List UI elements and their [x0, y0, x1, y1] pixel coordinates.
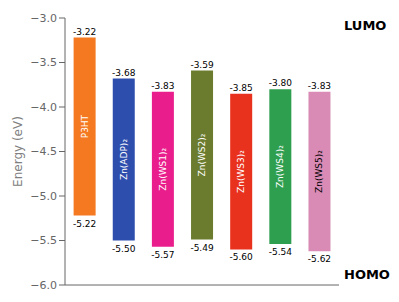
svg-text:Energy (eV): Energy (eV)	[11, 116, 25, 187]
svg-text:Zn(WS5)₂: Zn(WS5)₂	[314, 150, 324, 193]
svg-text:−3.0: −3.0	[30, 12, 57, 25]
svg-text:−5.0: −5.0	[30, 190, 57, 203]
svg-text:-3.68: -3.68	[112, 68, 136, 78]
svg-text:Zn(WS1)₂: Zn(WS1)₂	[158, 147, 168, 190]
svg-text:Zn(WS4)₂: Zn(WS4)₂	[275, 145, 285, 188]
svg-text:−5.5: −5.5	[30, 234, 57, 247]
svg-text:-5.57: -5.57	[151, 250, 174, 260]
svg-text:−6.0: −6.0	[30, 279, 57, 292]
svg-text:-5.50: -5.50	[112, 244, 136, 254]
svg-text:-5.49: -5.49	[190, 243, 214, 253]
svg-text:-5.22: -5.22	[73, 219, 96, 229]
svg-text:−4.0: −4.0	[30, 101, 57, 114]
svg-text:-3.59: -3.59	[190, 60, 214, 70]
svg-text:Zn(ADP)₂: Zn(ADP)₂	[119, 139, 129, 180]
svg-text:−3.5: −3.5	[30, 56, 57, 69]
svg-text:-3.85: -3.85	[230, 83, 253, 93]
svg-text:-5.60: -5.60	[230, 252, 254, 262]
svg-text:Zn(WS3)₂: Zn(WS3)₂	[236, 150, 246, 193]
svg-text:-3.83: -3.83	[308, 81, 331, 91]
svg-text:-5.54: -5.54	[269, 247, 293, 257]
html-text:LUMO: LUMO	[344, 18, 387, 33]
svg-text:P3HT: P3HT	[80, 114, 90, 138]
svg-text:-5.62: -5.62	[308, 254, 331, 264]
svg-text:-3.22: -3.22	[73, 27, 96, 37]
svg-text:−4.5: −4.5	[30, 145, 57, 158]
html-text:HOMO: HOMO	[344, 267, 390, 282]
svg-text:-3.83: -3.83	[151, 81, 174, 91]
svg-text:-3.80: -3.80	[269, 78, 293, 88]
svg-text:Zn(WS2)₂: Zn(WS2)₂	[197, 133, 207, 176]
